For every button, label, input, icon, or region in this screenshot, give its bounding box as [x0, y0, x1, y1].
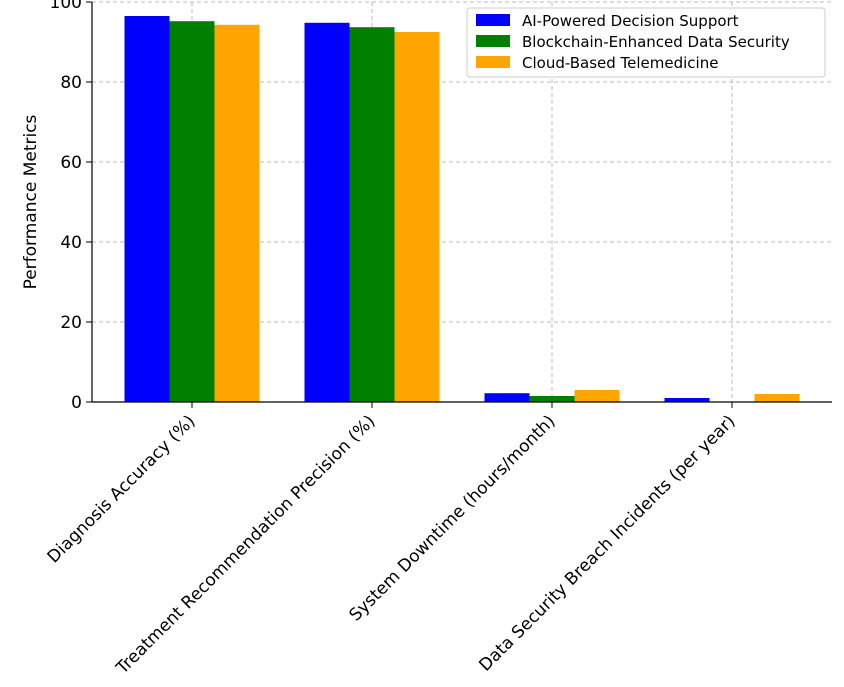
bar — [664, 398, 710, 402]
y-tick-label: 0 — [71, 393, 82, 413]
bar — [124, 16, 170, 402]
y-axis-label: Performance Metrics — [21, 114, 41, 289]
y-tick-label: 100 — [50, 0, 82, 13]
y-tick-label: 20 — [60, 313, 82, 333]
bar — [214, 24, 260, 403]
legend-swatch — [476, 35, 510, 47]
bar — [169, 21, 215, 402]
legend-label: Blockchain-Enhanced Data Security — [522, 33, 790, 51]
legend-items: AI-Powered Decision Support Blockchain-En… — [476, 12, 790, 72]
bar — [484, 393, 530, 402]
x-tick-label: Diagnosis Accuracy (%) — [44, 411, 200, 567]
legend-frame — [466, 7, 826, 78]
y-ticks: 0 20 40 60 80 100 — [50, 0, 92, 413]
bars — [124, 16, 800, 403]
y-tick-label: 40 — [60, 233, 82, 253]
legend-swatch — [476, 14, 510, 26]
bar — [304, 22, 350, 403]
bar — [574, 390, 620, 402]
bar — [529, 396, 575, 402]
legend: AI-Powered Decision Support Blockchain-En… — [466, 7, 826, 78]
y-tick-label: 60 — [60, 153, 82, 173]
y-tick-label: 80 — [60, 73, 82, 93]
x-ticks: Diagnosis Accuracy (%)Treatment Recommen… — [44, 402, 740, 679]
bar — [349, 27, 395, 402]
legend-label: AI-Powered Decision Support — [522, 12, 739, 30]
axes — [91, 2, 832, 403]
legend-label: Cloud-Based Telemedicine — [522, 54, 718, 72]
x-tick-label: System Downtime (hours/month) — [345, 411, 559, 625]
legend-swatch — [476, 56, 510, 68]
bar — [394, 32, 440, 402]
bar — [754, 394, 800, 402]
